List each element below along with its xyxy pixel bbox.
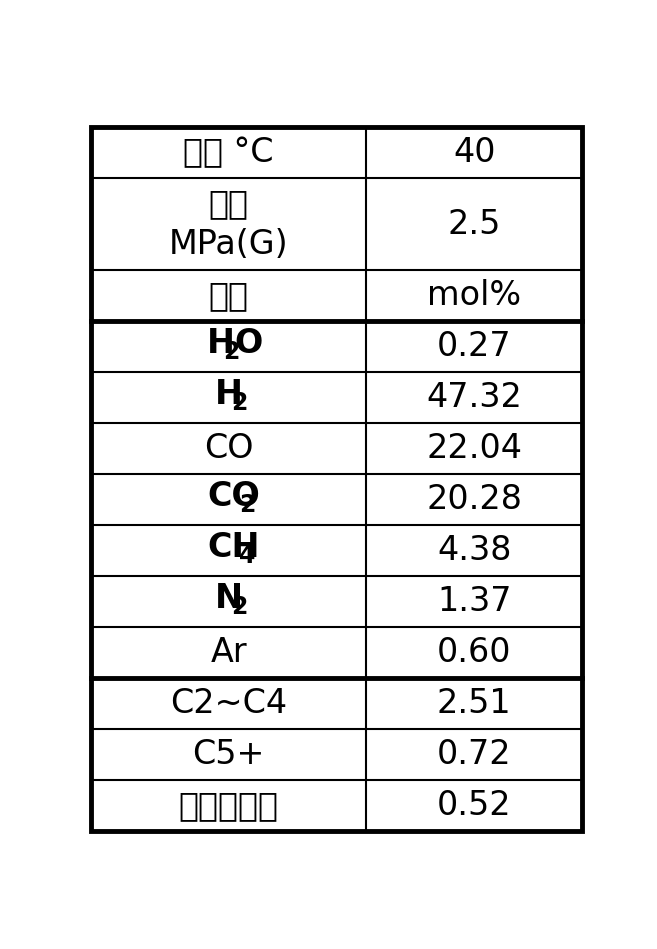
- Text: CO: CO: [204, 432, 254, 465]
- Text: 0.52: 0.52: [437, 790, 511, 823]
- Text: 4.38: 4.38: [437, 534, 511, 568]
- Text: Ar: Ar: [210, 636, 247, 669]
- Text: CO: CO: [207, 480, 260, 513]
- Text: 22.04: 22.04: [426, 432, 522, 465]
- Text: 2: 2: [231, 595, 248, 619]
- Text: 含氧有机物: 含氧有机物: [179, 790, 279, 823]
- Text: 2: 2: [231, 391, 248, 415]
- Text: N: N: [215, 582, 243, 615]
- Text: 0.60: 0.60: [437, 636, 511, 669]
- Text: 2: 2: [223, 340, 239, 363]
- Text: 47.32: 47.32: [426, 381, 522, 414]
- Text: 2.5: 2.5: [447, 208, 501, 240]
- Text: H: H: [215, 378, 243, 411]
- Text: MPa(G): MPa(G): [169, 228, 288, 261]
- Text: 40: 40: [453, 136, 495, 169]
- Text: 温度 °C: 温度 °C: [183, 136, 274, 169]
- Text: 20.28: 20.28: [426, 483, 522, 516]
- Text: 4: 4: [239, 544, 256, 568]
- Text: 2.51: 2.51: [437, 687, 511, 720]
- Text: mol%: mol%: [427, 279, 521, 312]
- Text: 0.72: 0.72: [437, 738, 511, 772]
- Text: 1.37: 1.37: [437, 586, 511, 618]
- Text: 0.27: 0.27: [437, 330, 511, 363]
- Text: O: O: [235, 327, 263, 360]
- Text: H: H: [207, 327, 235, 360]
- Text: C5+: C5+: [193, 738, 265, 772]
- Text: CH: CH: [207, 531, 260, 564]
- Text: 组成: 组成: [209, 279, 249, 312]
- Text: 2: 2: [239, 493, 256, 517]
- Text: 压力: 压力: [209, 187, 249, 220]
- Text: C2∼C4: C2∼C4: [170, 687, 287, 720]
